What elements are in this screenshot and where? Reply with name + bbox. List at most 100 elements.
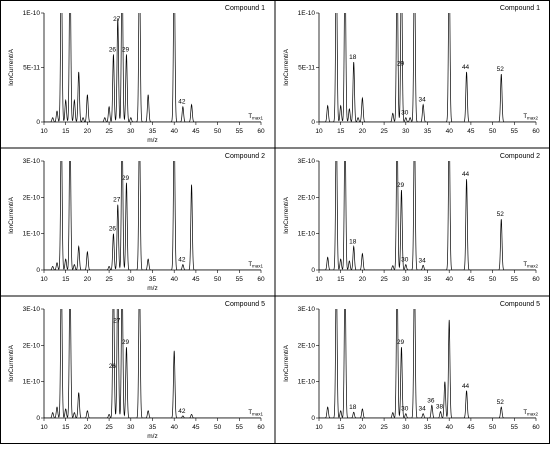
peak-label: 42 [178,99,186,106]
peak-label: 34 [419,97,427,104]
temperature-label: Tmax2 [523,410,538,417]
x-tick-label: 25 [380,424,388,431]
y-axis-label: IonCurrent/A [8,196,15,234]
peak-label: 29 [397,339,405,346]
y-tick-label: 0 [36,415,40,422]
temperature-label-sub: max1 [252,412,264,417]
y-tick-label: 1E-10 [23,379,41,386]
temperature-label-sub: max2 [527,412,539,417]
x-tick-label: 35 [424,276,432,283]
temperature-label: Tmax1 [248,262,263,269]
x-tick-label: 10 [315,128,323,135]
peak-label: 27 [113,16,121,23]
y-tick-label: 5E-11 [298,65,315,72]
x-tick-label: 30 [127,276,135,283]
peak-label: 26 [109,46,117,53]
x-tick-label: 25 [105,128,113,135]
x-tick-label: 55 [511,276,519,283]
x-tick-label: 15 [337,128,345,135]
spectrum-trace [319,125,536,270]
x-tick-label: 25 [105,276,113,283]
x-tick-label: 50 [489,276,497,283]
peak-label: 44 [462,383,470,390]
peak-label: 36 [427,397,435,404]
x-tick-label: 40 [446,424,454,431]
peak-label: 44 [462,171,470,178]
y-tick-label: 0 [311,119,315,126]
x-tick-label: 35 [149,276,157,283]
peak-label: 42 [178,408,186,415]
peak-label: 29 [122,339,130,346]
peak-label: 52 [497,399,505,406]
y-tick-label: 0 [311,415,315,422]
x-tick-label: 35 [149,424,157,431]
x-tick-label: 55 [511,424,519,431]
x-tick-label: 25 [380,276,388,283]
x-tick-label: 25 [380,128,388,135]
x-tick-label: 35 [149,128,157,135]
peak-label: 34 [419,406,427,413]
chart-title: Compound 2 [225,153,265,160]
peak-label: 27 [113,317,121,324]
peak-label: 29 [122,175,130,182]
chart-title: Compound 1 [225,5,265,12]
peak-label: 52 [497,211,505,218]
peak-label: 30 [401,110,409,117]
x-tick-label: 40 [446,276,454,283]
y-tick-label: 0 [36,267,40,274]
y-tick-label: 0 [36,119,40,126]
y-tick-label: 3E-10 [298,306,316,313]
spectrum-line [319,273,536,418]
peak-label: 34 [419,257,427,264]
y-tick-label: 2E-10 [298,194,316,201]
y-axis-label: IonCurrent/A [8,48,15,86]
x-tick-label: 45 [192,424,200,431]
y-tick-label: 3E-10 [298,158,316,165]
x-tick-label: 55 [236,128,244,135]
peak-label: 52 [497,66,505,73]
temperature-label-sub: max1 [252,116,264,121]
x-tick-label: 20 [359,128,367,135]
x-tick-label: 45 [467,276,475,283]
y-axis-label: IonCurrent/A [283,196,290,234]
peak-label: 18 [349,54,357,61]
chart-title: Compound 5 [500,301,540,308]
spectrum-trace [319,273,536,418]
spectrum-line [319,125,536,270]
x-tick-label: 35 [424,128,432,135]
spectrum-trace [44,0,261,122]
x-tick-label: 30 [402,276,410,283]
y-axis-label: IonCurrent/A [8,344,15,382]
x-tick-label: 50 [489,128,497,135]
peak-label: 29 [397,61,405,68]
x-tick-label: 15 [62,128,70,135]
x-axis-label: m/z [147,285,157,292]
y-tick-label: 1E-10 [23,231,41,238]
x-tick-label: 40 [171,276,179,283]
y-tick-label: 3E-10 [23,306,41,313]
x-tick-label: 30 [402,424,410,431]
x-tick-label: 20 [84,276,92,283]
temperature-label: Tmax2 [523,262,538,269]
x-tick-label: 15 [62,276,70,283]
peak-label: 18 [349,238,357,245]
chart-title: Compound 5 [225,301,265,308]
x-tick-label: 60 [257,424,265,431]
x-tick-label: 40 [171,424,179,431]
x-tick-label: 10 [315,424,323,431]
peak-label: 29 [397,182,405,189]
spectrum-trace [44,273,261,418]
y-tick-label: 1E-10 [298,379,316,386]
y-tick-label: 2E-10 [298,342,316,349]
peak-label: 18 [349,404,357,411]
y-tick-label: 1E-10 [298,10,316,17]
peak-label: 30 [401,406,409,413]
x-tick-label: 50 [489,424,497,431]
x-tick-label: 40 [446,128,454,135]
peak-label: 26 [109,363,117,370]
spectrum-line [44,0,261,122]
chart-title: Compound 1 [500,5,540,12]
